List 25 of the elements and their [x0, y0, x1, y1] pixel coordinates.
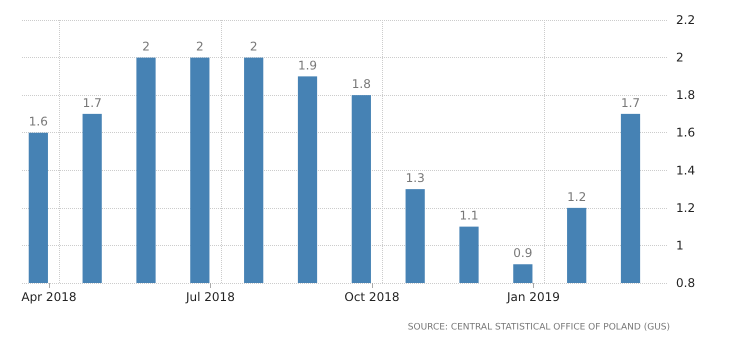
y-tick-label: 1.8: [676, 88, 696, 102]
data-label: 0.9: [513, 246, 532, 260]
y-tick-label: 2.2: [676, 13, 696, 27]
data-label: 2: [250, 40, 258, 54]
source-note: SOURCE: CENTRAL STATISTICAL OFFICE OF POLAND (GUS): [408, 322, 670, 332]
x-tick-label: Jan 2019: [506, 290, 560, 304]
x-tick-label: Jul 2018: [184, 290, 235, 304]
data-label: 1.3: [406, 171, 425, 186]
data-label: 1.2: [567, 190, 586, 204]
y-tick-label: 1.2: [676, 200, 696, 215]
y-tick-label: 1: [676, 238, 684, 252]
y-tick-label: 0.8: [676, 276, 696, 290]
data-label: 1.8: [352, 77, 371, 92]
data-label: 2: [142, 40, 150, 54]
data-label: 1.1: [459, 208, 479, 223]
data-label: 2: [196, 40, 204, 54]
y-tick-label: 1.6: [676, 126, 696, 140]
data-label: 1.7: [82, 96, 102, 110]
data-label: 1.9: [298, 58, 318, 72]
y-tick-label: 2: [676, 50, 684, 65]
x-tick-label: Oct 2018: [344, 290, 400, 304]
x-tick-label: Apr 2018: [21, 290, 76, 304]
y-tick-label: 1.4: [676, 163, 696, 178]
data-label: 1.7: [620, 96, 640, 110]
data-label: 1.6: [28, 114, 48, 129]
